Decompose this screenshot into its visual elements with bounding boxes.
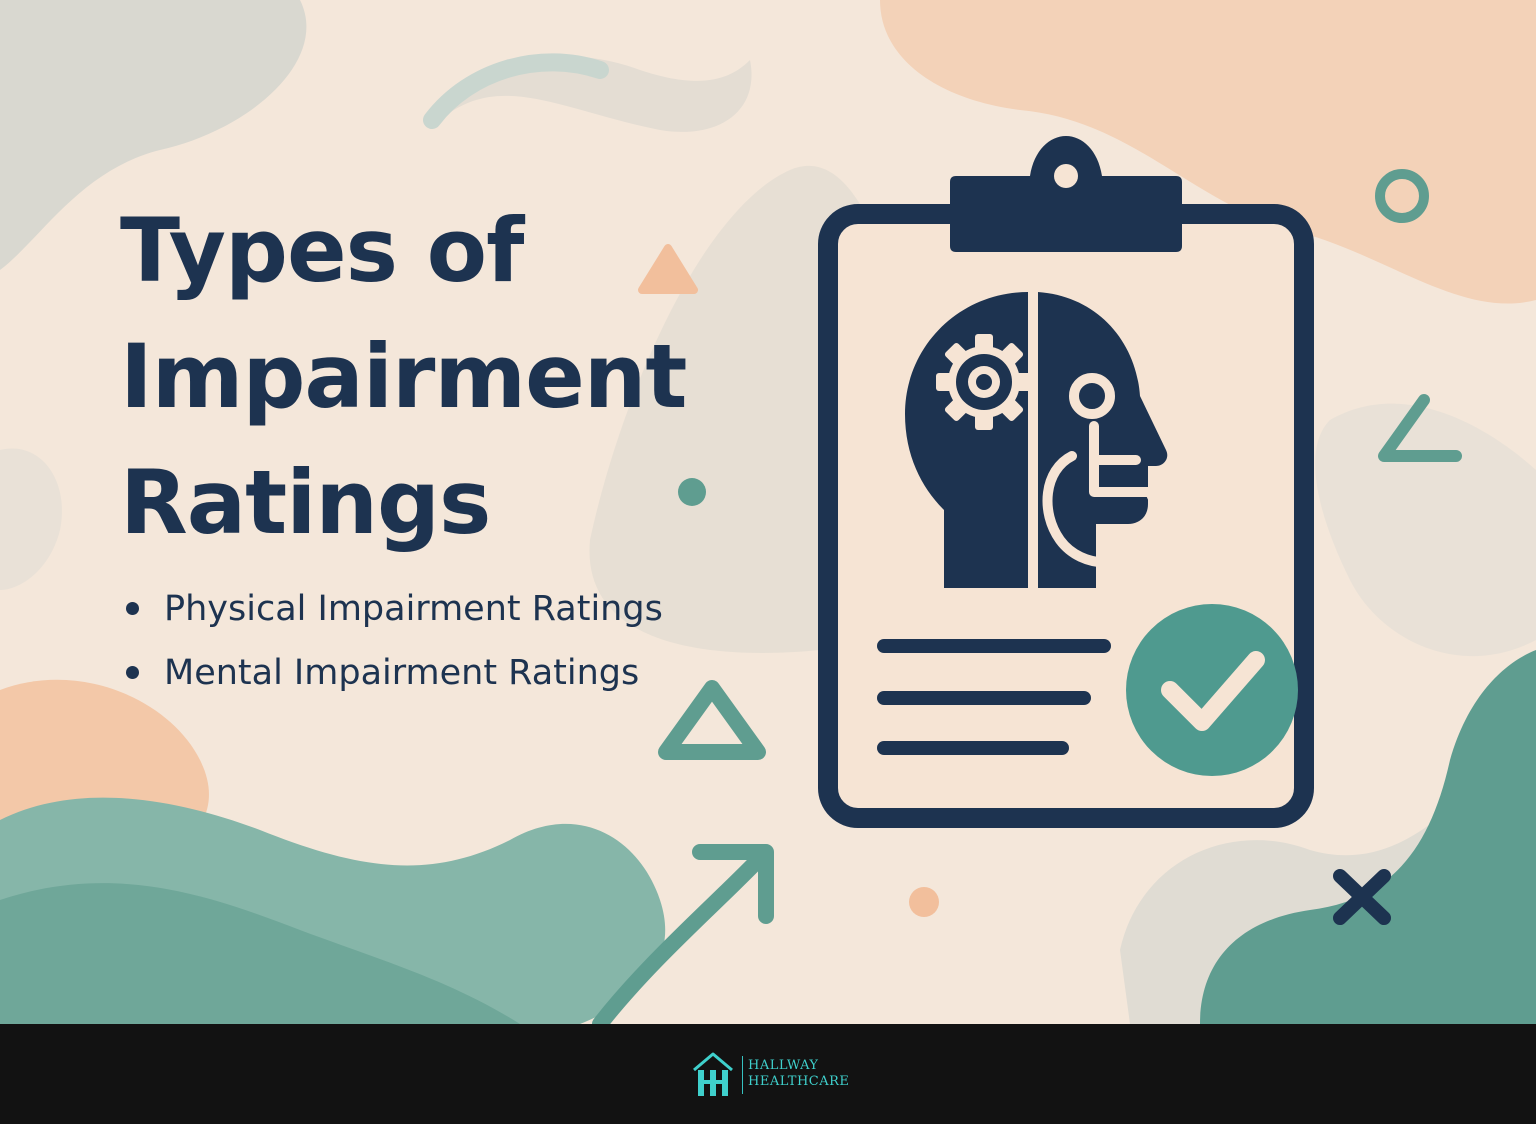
brand-name: HALLWAY HEALTHCARE xyxy=(748,1058,849,1090)
document-lines xyxy=(877,639,1111,755)
list-item: Physical Impairment Ratings xyxy=(124,580,663,644)
clipboard-icon xyxy=(818,136,1314,828)
impairment-types-list: Physical Impairment Ratings Mental Impai… xyxy=(124,580,663,708)
list-item: Mental Impairment Ratings xyxy=(124,644,663,708)
list-item-label: Physical Impairment Ratings xyxy=(164,589,663,629)
decorative-background xyxy=(0,0,1536,1024)
checkmark-icon xyxy=(1126,604,1298,776)
page-title-line-2: Impairment xyxy=(120,325,687,428)
wheelchair-icon xyxy=(1042,373,1205,568)
gear-icon xyxy=(936,334,1032,430)
house-logo-icon xyxy=(693,1052,733,1096)
logo-divider xyxy=(742,1056,743,1094)
list-item-label: Mental Impairment Ratings xyxy=(164,653,640,693)
page-title-line-1: Types of xyxy=(120,199,524,302)
footer-bar: HALLWAY HEALTHCARE xyxy=(0,1024,1536,1124)
page-title-line-3: Ratings xyxy=(120,451,491,554)
page-title: Types of Impairment Ratings xyxy=(120,188,687,566)
bullet-dot-icon xyxy=(126,602,139,615)
brand-line-2: HEALTHCARE xyxy=(748,1074,850,1089)
brand-line-1: HALLWAY xyxy=(748,1058,819,1073)
bullet-dot-icon xyxy=(126,666,139,679)
